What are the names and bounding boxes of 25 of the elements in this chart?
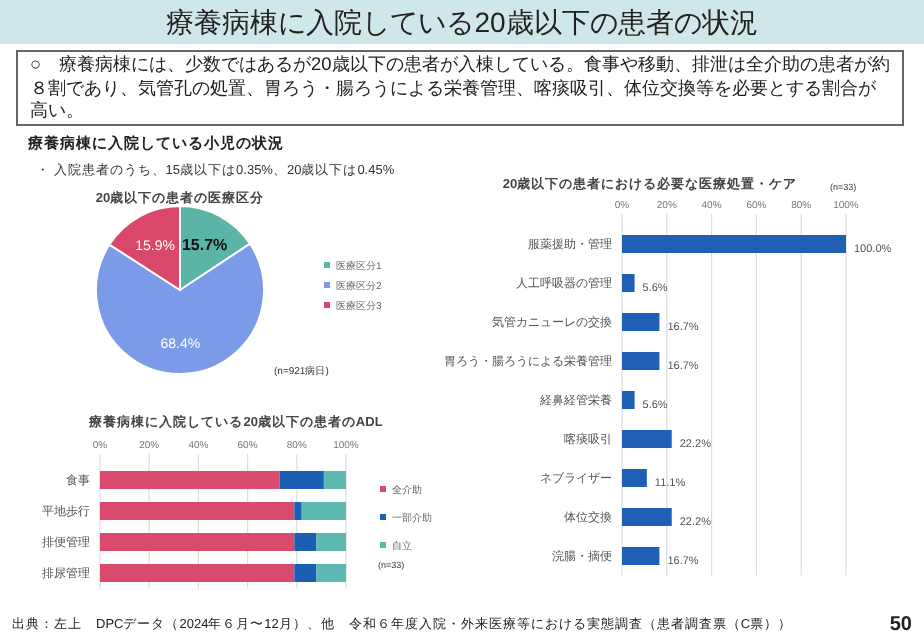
- bar: [622, 547, 660, 565]
- bar: [323, 471, 346, 489]
- bar: [622, 469, 647, 487]
- bar: [622, 352, 660, 370]
- bar: [100, 502, 295, 520]
- text: ○ 療養病棟には、少数ではあるが20歳以下の患者が入棟している。食事や移動、排泄は全介助の患者が約８割であり、気管孔の処置、胃ろう・腸ろうによる栄養管理、喀痰吸引、体位交換等を必要とする割合が高い。: [16, 50, 904, 126]
- text: 50: [889, 614, 913, 636]
- bar: [294, 533, 317, 551]
- bar: [316, 533, 346, 551]
- bar: [279, 471, 324, 489]
- data-label: 15.7%: [181, 236, 228, 255]
- bar: [294, 502, 302, 520]
- text: 療養病棟に入院している20歳以下の患者の状況: [166, 6, 758, 38]
- bar: [622, 313, 660, 331]
- bar: [316, 564, 346, 582]
- bar: [622, 508, 672, 526]
- bar: [622, 235, 846, 253]
- bar: [622, 391, 635, 409]
- bar: [100, 564, 295, 582]
- bar: [100, 533, 295, 551]
- bar: [622, 430, 672, 448]
- bar: [294, 564, 317, 582]
- bar: [622, 274, 635, 292]
- bar: [100, 471, 280, 489]
- bar: [301, 502, 346, 520]
